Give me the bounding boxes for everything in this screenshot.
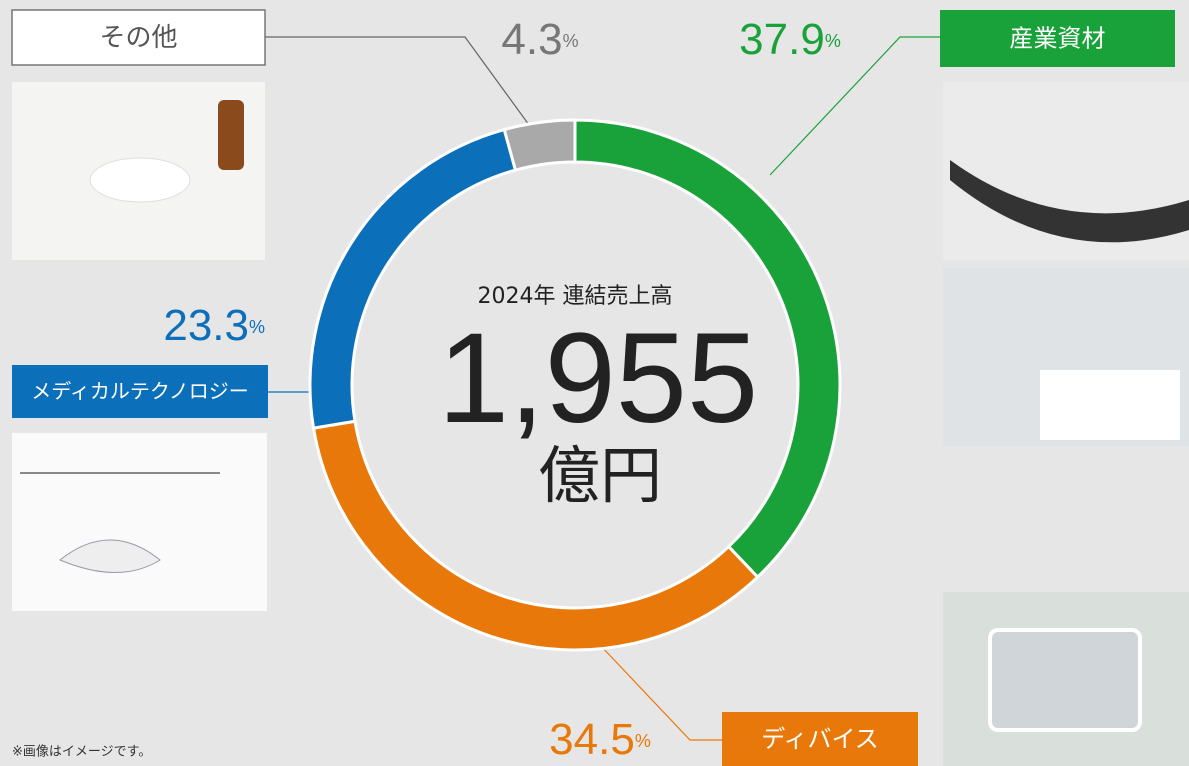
total-unit: 億円 xyxy=(538,439,662,512)
total: 1,955 xyxy=(438,307,758,450)
percent-unit: % xyxy=(249,317,265,337)
legend-label: 産業資材 xyxy=(1010,25,1106,53)
photo-detail xyxy=(90,158,190,202)
footnote: ※画像はイメージです。 xyxy=(12,745,151,760)
photo-detail xyxy=(1040,370,1180,440)
legend-label: メディカルテクノロジー xyxy=(31,379,248,403)
donut-segment xyxy=(504,120,575,170)
chart: 2024年 連結売上高 1,955 億円 ※画像はイメージです。 産業資材 37.… xyxy=(0,0,1189,766)
percent-unit: % xyxy=(825,31,841,51)
legend-label: ディバイス xyxy=(761,725,879,753)
percent-unit: % xyxy=(635,731,651,751)
percent-value: 23.3 xyxy=(163,301,249,350)
photo-detail xyxy=(218,100,244,170)
percent-unit: % xyxy=(563,31,579,51)
legend-label: その他 xyxy=(99,23,177,53)
photo-detail xyxy=(990,630,1140,730)
percent-value: 34.5 xyxy=(549,715,635,764)
percent-value: 4.3 xyxy=(501,15,562,64)
page: 2024年 連結売上高 1,955 億円 ※画像はイメージです。 産業資材 37.… xyxy=(0,0,1189,766)
center-title: 2024年 連結売上高 xyxy=(478,284,673,309)
photo xyxy=(12,433,267,611)
percent-value: 37.9 xyxy=(739,15,825,64)
